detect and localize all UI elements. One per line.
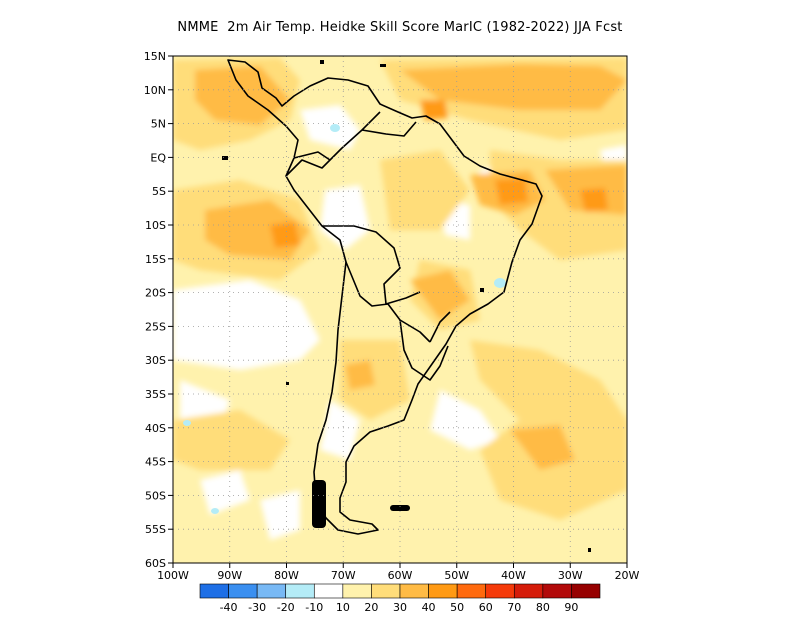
lat-tick-label: 5S — [152, 185, 166, 198]
lat-tick-label: 10S — [145, 219, 166, 232]
colorbar-swatch — [313, 583, 344, 599]
lat-tick-label: 5N — [151, 118, 166, 131]
lat-tick-label: 60S — [145, 557, 166, 570]
lon-tick-label: 30W — [558, 569, 583, 582]
lat-tick-label: EQ — [150, 151, 166, 164]
lon-tick-label: 60W — [388, 569, 413, 582]
lat-tick-label: 40S — [145, 422, 166, 435]
colorbar-swatch — [199, 583, 229, 599]
colorbar-swatch — [571, 583, 601, 599]
lon-tick-label: 20W — [615, 569, 640, 582]
colorbar-label: -10 — [305, 601, 323, 614]
lat-tick-label: 15N — [144, 50, 166, 63]
colorbar-swatch — [485, 583, 515, 599]
lon-tick-label: 50W — [444, 569, 469, 582]
lon-tick-label: 100W — [157, 569, 189, 582]
colorbar-swatch — [371, 583, 401, 599]
latitude-axis: 15N 10N 5N EQ 5S 10S 15S 20S 25S 30S 35S 40S 45S 50S 5… — [144, 50, 173, 570]
colorbar-label: 40 — [422, 601, 436, 614]
colorbar-swatch — [428, 583, 458, 599]
lat-tick-label: 55S — [145, 523, 166, 536]
land-outline — [227, 59, 543, 535]
colorbar-label: 20 — [364, 601, 378, 614]
lon-tick-label: 70W — [331, 569, 356, 582]
colorbar-label: 90 — [564, 601, 578, 614]
lat-tick-label: 25S — [145, 320, 166, 333]
colorbar-label: -40 — [220, 601, 238, 614]
colorbar-label: -30 — [248, 601, 266, 614]
colorbar-swatch — [256, 583, 287, 599]
colorbar-label: 50 — [450, 601, 464, 614]
colorbar-swatch — [342, 583, 372, 599]
lat-tick-label: 15S — [145, 253, 166, 266]
lat-tick-label: 30S — [145, 354, 166, 367]
lon-tick-label: 80W — [274, 569, 299, 582]
colorbar-swatch — [399, 583, 429, 599]
colorbar-label: 10 — [336, 601, 350, 614]
colorbar: -40 -30 -20 -10 10 20 30 40 50 60 70 80 90 — [199, 583, 601, 614]
colorbar-swatch — [228, 583, 258, 599]
colorbar-swatch — [513, 583, 544, 599]
lat-tick-label: 20S — [145, 287, 166, 300]
chart-title: NMME 2m Air Temp. Heidke Skill Score Mar… — [177, 20, 623, 35]
lat-tick-label: 10N — [144, 84, 166, 97]
island-marks — [222, 60, 591, 552]
longitude-axis: 100W 90W 80W 70W 60W 50W 40W 30W 20W — [157, 563, 640, 582]
lat-tick-label: 45S — [145, 456, 166, 469]
colorbar-swatch — [456, 583, 487, 599]
colorbar-label: 60 — [479, 601, 493, 614]
colorbar-label: 80 — [536, 601, 550, 614]
colorbar-label: -20 — [277, 601, 295, 614]
lon-tick-label: 90W — [217, 569, 242, 582]
colorbar-label: 70 — [507, 601, 521, 614]
skill-field — [173, 56, 627, 563]
lat-tick-label: 50S — [145, 489, 166, 502]
lon-tick-label: 40W — [501, 569, 526, 582]
colorbar-label: 30 — [393, 601, 407, 614]
lat-tick-label: 35S — [145, 388, 166, 401]
colorbar-swatch — [285, 583, 315, 599]
colorbar-swatch — [542, 583, 572, 599]
